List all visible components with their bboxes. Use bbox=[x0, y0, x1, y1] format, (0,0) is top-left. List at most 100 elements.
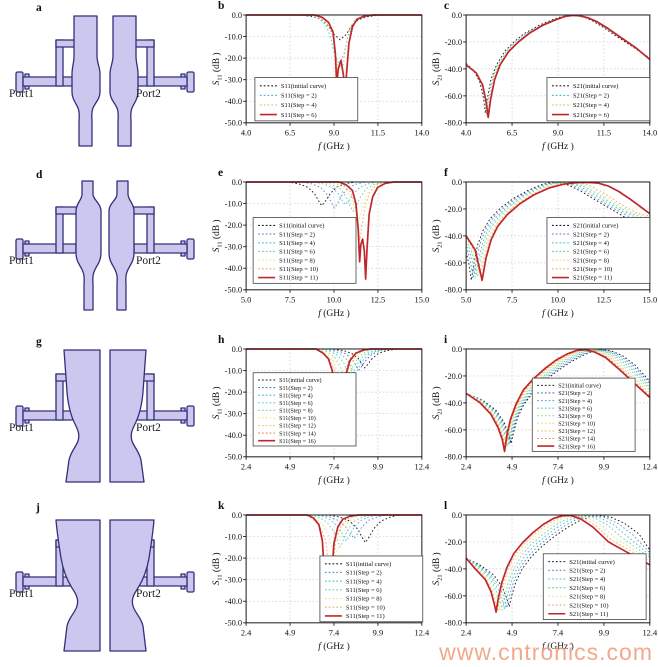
svg-text:9.0: 9.0 bbox=[329, 128, 339, 137]
svg-text:9.0: 9.0 bbox=[553, 128, 563, 137]
port2-label: Port2 bbox=[136, 588, 161, 601]
plot-border bbox=[245, 347, 423, 457]
panel-letter-c: c bbox=[444, 0, 450, 12]
figure-row-3: g Port1 Port2 h 2.4 4.9 7.4 9.9 12.4 0.0 -10.0… bbox=[0, 334, 658, 501]
svg-text:S21(Step = 8): S21(Step = 8) bbox=[573, 257, 609, 264]
svg-text:-30.0: -30.0 bbox=[225, 242, 242, 251]
svg-text:4.9: 4.9 bbox=[285, 462, 295, 471]
series-lines bbox=[466, 14, 650, 119]
svg-text:-80.0: -80.0 bbox=[445, 619, 462, 628]
svg-text:-40.0: -40.0 bbox=[225, 264, 242, 273]
s11-chart-k: 2.4 4.9 7.4 9.9 12.4 0.0 -10.0 -20.0 -30.0 -40.0 -… bbox=[211, 511, 430, 652]
svg-text:S11(initial curve): S11(initial curve) bbox=[281, 83, 326, 90]
svg-text:f (GHz ): f (GHz ) bbox=[318, 308, 350, 319]
s21-chart-i: 2.4 4.9 7.4 9.9 12.4 0.0 -20.0 -40.0 -60.0 -80.0 f… bbox=[431, 344, 658, 485]
axes-labels: 2.4 4.9 7.4 9.9 12.4 0.0 -10.0 -20.0 -30.0 -40.0 -… bbox=[211, 344, 430, 485]
svg-text:S11(Step = 14): S11(Step = 14) bbox=[279, 430, 316, 437]
s21-chart-c: 4.0 6.5 9.0 11.5 14.0 0.0 -20.0 -40.0 -60.0 -80.0… bbox=[431, 11, 657, 152]
svg-text:10.0: 10.0 bbox=[327, 295, 342, 304]
legend: S21(initial curve) S21(Step = 2) S21(Step … bbox=[546, 77, 651, 122]
svg-text:5.0: 5.0 bbox=[241, 295, 251, 304]
svg-text:-60.0: -60.0 bbox=[445, 259, 462, 268]
svg-text:f (GHz ): f (GHz ) bbox=[318, 141, 350, 152]
s21-chart-l: 2.4 4.9 7.4 9.9 12.4 0.0 -20.0 -40.0 -60.0 -80.0 f… bbox=[431, 511, 658, 652]
device-panel-g: g Port1 Port2 bbox=[0, 334, 210, 501]
port1-label: Port1 bbox=[9, 254, 34, 267]
svg-text:-40.0: -40.0 bbox=[445, 65, 462, 74]
port2-label: Port2 bbox=[136, 421, 161, 434]
plot-border bbox=[245, 181, 423, 291]
svg-text:S11(initial curve): S11(initial curve) bbox=[346, 561, 391, 568]
device-schematic-a bbox=[15, 15, 195, 147]
svg-text:-50.0: -50.0 bbox=[225, 452, 242, 461]
svg-text:-20.0: -20.0 bbox=[445, 205, 462, 214]
svg-text:12.4: 12.4 bbox=[643, 462, 658, 471]
svg-text:S11(Step = 4): S11(Step = 4) bbox=[281, 102, 317, 109]
panel-letter-i: i bbox=[444, 333, 448, 346]
chart-panel-e: e 5.0 7.5 10.0 12.5 15.0 0.0 -10.0 -20.0 -30.0 -4… bbox=[210, 167, 430, 334]
svg-text:5.0: 5.0 bbox=[461, 295, 471, 304]
chart-panel-c: c 4.0 6.5 9.0 11.5 14.0 0.0 -20.0 -40.0 -60.0 -80… bbox=[430, 0, 658, 167]
svg-text:S21(Step = 11): S21(Step = 11) bbox=[569, 611, 608, 618]
svg-text:f (GHz ): f (GHz ) bbox=[542, 141, 574, 152]
svg-text:-40.0: -40.0 bbox=[225, 97, 242, 106]
resonator-right bbox=[109, 15, 139, 147]
svg-text:S21(Step = 4): S21(Step = 4) bbox=[573, 240, 609, 247]
port2-label: Port2 bbox=[136, 88, 161, 100]
svg-text:f (GHz ): f (GHz ) bbox=[542, 474, 574, 485]
svg-text:0.0: 0.0 bbox=[452, 511, 462, 520]
svg-text:6.5: 6.5 bbox=[507, 128, 517, 137]
device-panel-a: a Port1 Port2 bbox=[0, 0, 210, 167]
svg-text:-30.0: -30.0 bbox=[225, 409, 242, 418]
legend: S11(initial curve) S11(Step = 2) S11(Step … bbox=[252, 216, 357, 284]
svg-text:-60.0: -60.0 bbox=[445, 425, 462, 434]
axes-labels: 4.0 6.5 9.0 11.5 14.0 0.0 -10.0 -20.0 -30.0 -40.0… bbox=[211, 11, 429, 152]
svg-text:4.9: 4.9 bbox=[285, 629, 295, 638]
svg-text:-40.0: -40.0 bbox=[445, 565, 462, 574]
svg-text:S21(Step = 10): S21(Step = 10) bbox=[573, 266, 612, 273]
svg-text:-60.0: -60.0 bbox=[445, 92, 462, 101]
panel-letter-b: b bbox=[218, 0, 225, 12]
svg-text:S11(Step = 2): S11(Step = 2) bbox=[279, 231, 315, 238]
svg-text:S11(Step = 4): S11(Step = 4) bbox=[346, 579, 382, 586]
svg-text:-10.0: -10.0 bbox=[225, 32, 242, 41]
chart-panel-l: l 2.4 4.9 7.4 9.9 12.4 0.0 -20.0 -40.0 -60.0 -80.… bbox=[430, 500, 658, 667]
port2-label: Port2 bbox=[136, 254, 161, 267]
svg-text:15.0: 15.0 bbox=[415, 295, 430, 304]
svg-text:S11(Step = 2): S11(Step = 2) bbox=[281, 93, 317, 100]
panel-letter-d: d bbox=[36, 168, 43, 181]
svg-text:S21(initial curve): S21(initial curve) bbox=[573, 222, 619, 229]
port1-label: Port1 bbox=[9, 588, 34, 601]
svg-text:2.4: 2.4 bbox=[241, 629, 252, 638]
svg-text:S11(Step = 16): S11(Step = 16) bbox=[279, 437, 316, 444]
svg-text:11.5: 11.5 bbox=[597, 128, 611, 137]
svg-text:S21(Step = 2): S21(Step = 2) bbox=[573, 93, 609, 100]
svg-text:S21(Step = 11): S21(Step = 11) bbox=[573, 274, 612, 281]
svg-text:S21(Step = 8): S21(Step = 8) bbox=[569, 594, 605, 601]
s11-chart-b: 4.0 6.5 9.0 11.5 14.0 0.0 -10.0 -20.0 -30.0 -40.0… bbox=[211, 11, 429, 152]
svg-text:7.5: 7.5 bbox=[507, 295, 517, 304]
chart-panel-k: k 2.4 4.9 7.4 9.9 12.4 0.0 -10.0 -20.0 -30.0 -40.… bbox=[210, 500, 430, 667]
svg-text:S11 (dB ): S11 (dB ) bbox=[211, 553, 223, 586]
svg-text:S21(Step = 14): S21(Step = 14) bbox=[558, 435, 595, 442]
svg-text:-60.0: -60.0 bbox=[445, 592, 462, 601]
svg-text:-20.0: -20.0 bbox=[225, 221, 242, 230]
svg-text:-80.0: -80.0 bbox=[445, 285, 462, 294]
svg-text:-80.0: -80.0 bbox=[445, 452, 462, 461]
device-schematic-g bbox=[15, 348, 195, 483]
svg-text:S11(Step = 10): S11(Step = 10) bbox=[346, 605, 385, 612]
svg-text:-40.0: -40.0 bbox=[225, 597, 242, 606]
chart-panel-i: i 2.4 4.9 7.4 9.9 12.4 0.0 -20.0 -40.0 -60.0 -80.… bbox=[430, 334, 658, 501]
device-schematic-d bbox=[15, 180, 195, 311]
svg-text:7.4: 7.4 bbox=[329, 629, 340, 638]
svg-text:S21 (dB ): S21 (dB ) bbox=[431, 219, 443, 252]
svg-text:-30.0: -30.0 bbox=[225, 576, 242, 585]
svg-text:9.9: 9.9 bbox=[373, 462, 383, 471]
svg-text:2.4: 2.4 bbox=[461, 629, 472, 638]
svg-text:-40.0: -40.0 bbox=[225, 431, 242, 440]
panel-letter-h: h bbox=[218, 333, 225, 346]
s11-chart-e: 5.0 7.5 10.0 12.5 15.0 0.0 -10.0 -20.0 -30.0 -40.… bbox=[211, 178, 430, 319]
svg-text:S11(Step = 4): S11(Step = 4) bbox=[279, 240, 315, 247]
svg-text:S21 (dB ): S21 (dB ) bbox=[431, 52, 443, 85]
chart-panel-f: f 5.0 7.5 10.0 12.5 15.0 0.0 -20.0 -40.0 -60.0 -8… bbox=[430, 167, 658, 334]
